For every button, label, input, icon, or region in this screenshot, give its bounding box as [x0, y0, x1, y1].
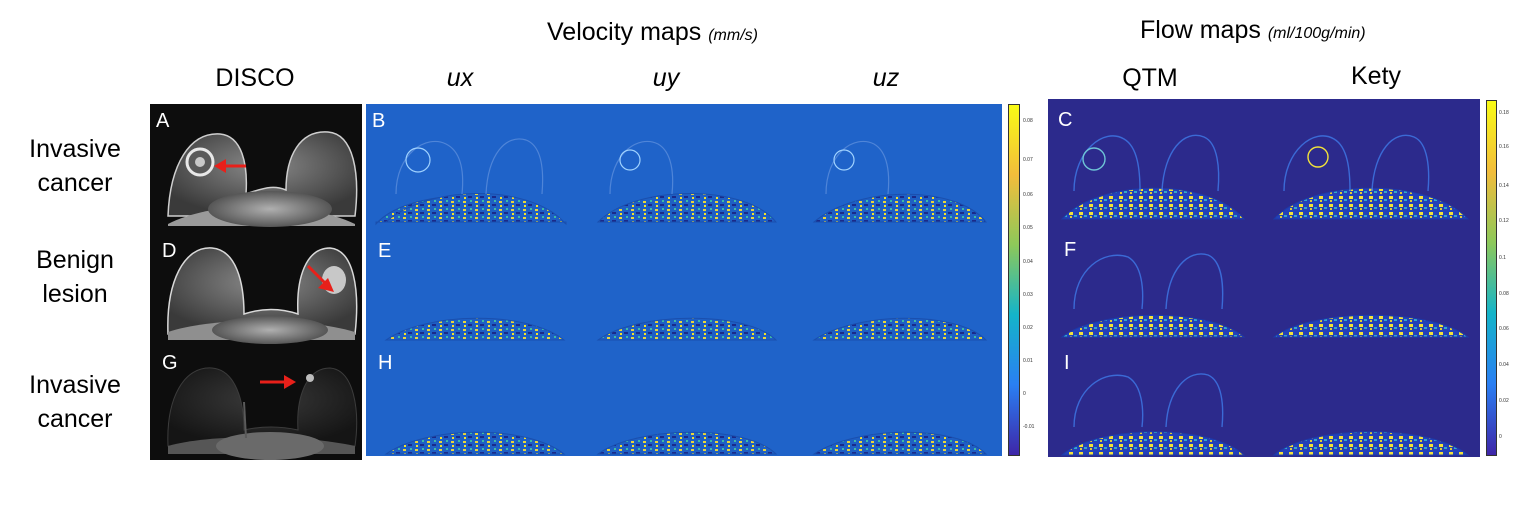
velocity-tick-10: -0.01: [1023, 424, 1035, 430]
flow-tick-8: 0.04: [1499, 362, 1509, 368]
row-label-1-line2: cancer: [37, 169, 113, 197]
flow-tick-10: 0: [1499, 434, 1502, 440]
disco-mri-image: [167, 131, 358, 460]
flow-outlines: [1073, 134, 1430, 428]
flow-tick-5: 0.1: [1499, 255, 1506, 261]
flow-tick-1: 0.18: [1499, 110, 1509, 116]
flow-maps-panel: C F I: [1048, 99, 1480, 457]
column-header-uz: uz: [872, 64, 900, 92]
column-header-disco: DISCO: [215, 64, 295, 92]
velocity-tick-7: 0.02: [1023, 325, 1033, 331]
velocity-maps-header: Velocity maps (mm/s): [547, 18, 758, 47]
flow-maps-header: Flow maps (ml/100g/min): [1140, 16, 1366, 45]
flow-tick-7: 0.06: [1499, 326, 1509, 332]
velocity-tick-5: 0.04: [1023, 259, 1033, 265]
panel-label-f: F: [1064, 239, 1077, 261]
flow-tick-2: 0.16: [1499, 144, 1509, 150]
column-header-ux: ux: [446, 64, 474, 92]
velocity-tick-3: 0.06: [1023, 192, 1033, 198]
row-label-2: Benign lesion: [10, 243, 140, 311]
panel-label-b: B: [372, 110, 386, 132]
velocity-tick-1: 0.08: [1023, 118, 1033, 124]
flow-colorbar-ticks: 0.18 0.16 0.14 0.12 0.1 0.08 0.06 0.04 0…: [1499, 100, 1515, 456]
velocity-colorbar-ticks: 0.08 0.07 0.06 0.05 0.04 0.03 0.02 0.01 …: [1023, 104, 1053, 456]
disco-image-panel: A D G: [150, 104, 362, 460]
disco-slice-g: [167, 367, 358, 460]
panel-label-g: G: [162, 352, 178, 374]
velocity-maps-title: Velocity maps: [547, 18, 702, 46]
flow-tick-9: 0.02: [1499, 398, 1509, 404]
velocity-tick-9: 0: [1023, 391, 1026, 397]
panel-label-h: H: [378, 352, 393, 374]
velocity-tick-4: 0.05: [1023, 225, 1033, 231]
panel-label-c: C: [1058, 109, 1073, 131]
velocity-maps-panel: B E H: [366, 104, 1002, 456]
flow-maps-unit: (ml/100g/min): [1267, 25, 1366, 42]
arrow-a: [214, 159, 246, 173]
panel-label-i: I: [1064, 352, 1070, 374]
row-label-2-line1: Benign: [36, 246, 114, 274]
velocity-slices: [375, 193, 988, 455]
velocity-maps-unit: (mm/s): [708, 27, 758, 44]
column-header-kety: Kety: [1350, 62, 1402, 90]
panel-label-e: E: [378, 240, 392, 262]
flow-tick-3: 0.14: [1499, 183, 1509, 189]
row-label-1: Invasive cancer: [10, 132, 140, 200]
flow-maps-title: Flow maps: [1140, 16, 1261, 44]
disco-slice-d: [167, 247, 358, 344]
flow-tick-6: 0.08: [1499, 291, 1509, 297]
velocity-tick-8: 0.01: [1023, 358, 1033, 364]
panel-label-d: D: [162, 240, 177, 262]
flow-slices: [1060, 187, 1470, 456]
velocity-outlines: [395, 138, 890, 195]
velocity-maps-image: [375, 138, 988, 455]
velocity-tick-2: 0.07: [1023, 157, 1033, 163]
flow-tick-4: 0.12: [1499, 218, 1509, 224]
arrow-d: [306, 264, 334, 292]
row-label-3-line2: cancer: [37, 405, 113, 433]
velocity-colorbar: [1008, 104, 1020, 456]
row-label-1-line1: Invasive: [29, 135, 121, 163]
column-header-uy: uy: [652, 64, 680, 92]
velocity-tick-6: 0.03: [1023, 292, 1033, 298]
column-header-qtm: QTM: [1122, 64, 1178, 92]
row-label-2-line2: lesion: [42, 280, 108, 308]
panel-label-a: A: [156, 110, 170, 132]
arrow-g: [260, 375, 296, 389]
row-label-3-line1: Invasive: [29, 371, 121, 399]
row-label-3: Invasive cancer: [10, 368, 140, 436]
disco-slice-a: [167, 131, 358, 227]
flow-maps-image: [1060, 134, 1470, 456]
flow-colorbar: [1486, 100, 1497, 456]
